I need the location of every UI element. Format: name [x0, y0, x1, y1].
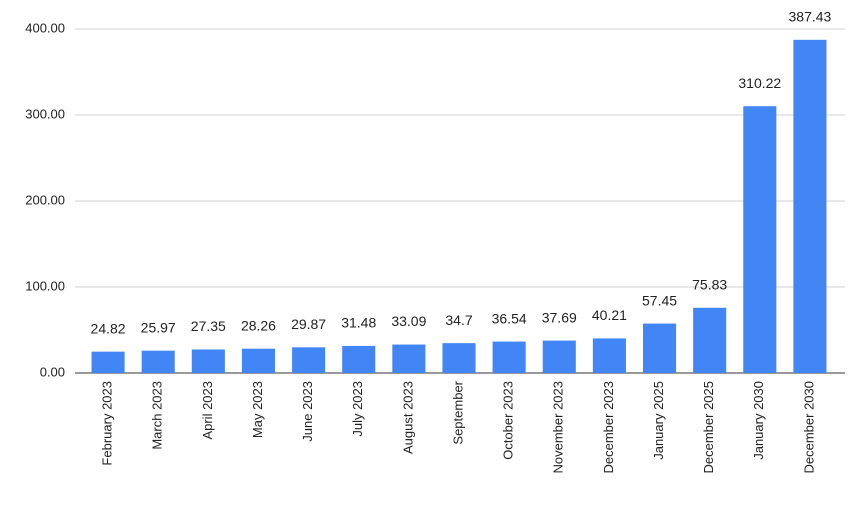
data-label: 33.09: [391, 313, 426, 329]
bar: [141, 350, 175, 373]
bar: [91, 351, 125, 373]
bar: [492, 341, 526, 373]
bar: [442, 343, 476, 373]
x-tick-label: July 2023: [350, 381, 365, 437]
x-tick-label: August 2023: [400, 381, 415, 454]
bar: [191, 349, 225, 373]
data-label: 40.21: [592, 307, 627, 323]
bar: [592, 338, 626, 373]
bar: [292, 347, 326, 373]
bar: [642, 323, 677, 373]
data-label: 25.97: [141, 319, 176, 335]
data-label: 29.87: [291, 316, 326, 332]
y-tick-label: 100.00: [25, 278, 65, 293]
data-label: 27.35: [191, 318, 226, 334]
data-label: 75.83: [692, 276, 727, 292]
data-label: 310.22: [738, 75, 781, 91]
y-tick-label: 400.00: [25, 20, 65, 35]
data-label: 387.43: [789, 9, 832, 25]
x-tick-label: September: [450, 380, 465, 444]
bar: [693, 307, 727, 373]
data-label: 28.26: [241, 317, 276, 333]
x-tick-label: October 2023: [501, 381, 516, 460]
x-tick-label: January 2030: [751, 381, 766, 460]
x-tick-label: November 2023: [551, 381, 566, 474]
data-label: 34.7: [445, 312, 472, 328]
y-tick-label: 300.00: [25, 106, 65, 121]
bar: [241, 348, 276, 373]
x-tick-label: December 2023: [601, 381, 616, 474]
bar: [793, 39, 827, 373]
x-tick-label: December 2030: [801, 381, 816, 474]
data-label: 31.48: [341, 315, 376, 331]
x-tick-label: December 2025: [701, 381, 716, 474]
y-tick-label: 200.00: [25, 192, 65, 207]
x-tick-label: April 2023: [200, 381, 215, 440]
data-label: 37.69: [542, 309, 577, 325]
bar: [342, 345, 376, 373]
x-tick-label: March 2023: [150, 381, 165, 450]
x-tick-label: June 2023: [300, 381, 315, 442]
x-tick-label: May 2023: [250, 381, 265, 438]
bar: [743, 106, 777, 373]
x-tick-label: February 2023: [100, 381, 115, 466]
data-label: 24.82: [91, 320, 126, 336]
x-tick-label: January 2025: [651, 381, 666, 460]
bar: [542, 340, 576, 373]
data-label: 36.54: [492, 310, 527, 326]
y-tick-label: 0.00: [40, 364, 65, 379]
bar: [392, 344, 426, 373]
data-label: 57.45: [642, 292, 677, 308]
